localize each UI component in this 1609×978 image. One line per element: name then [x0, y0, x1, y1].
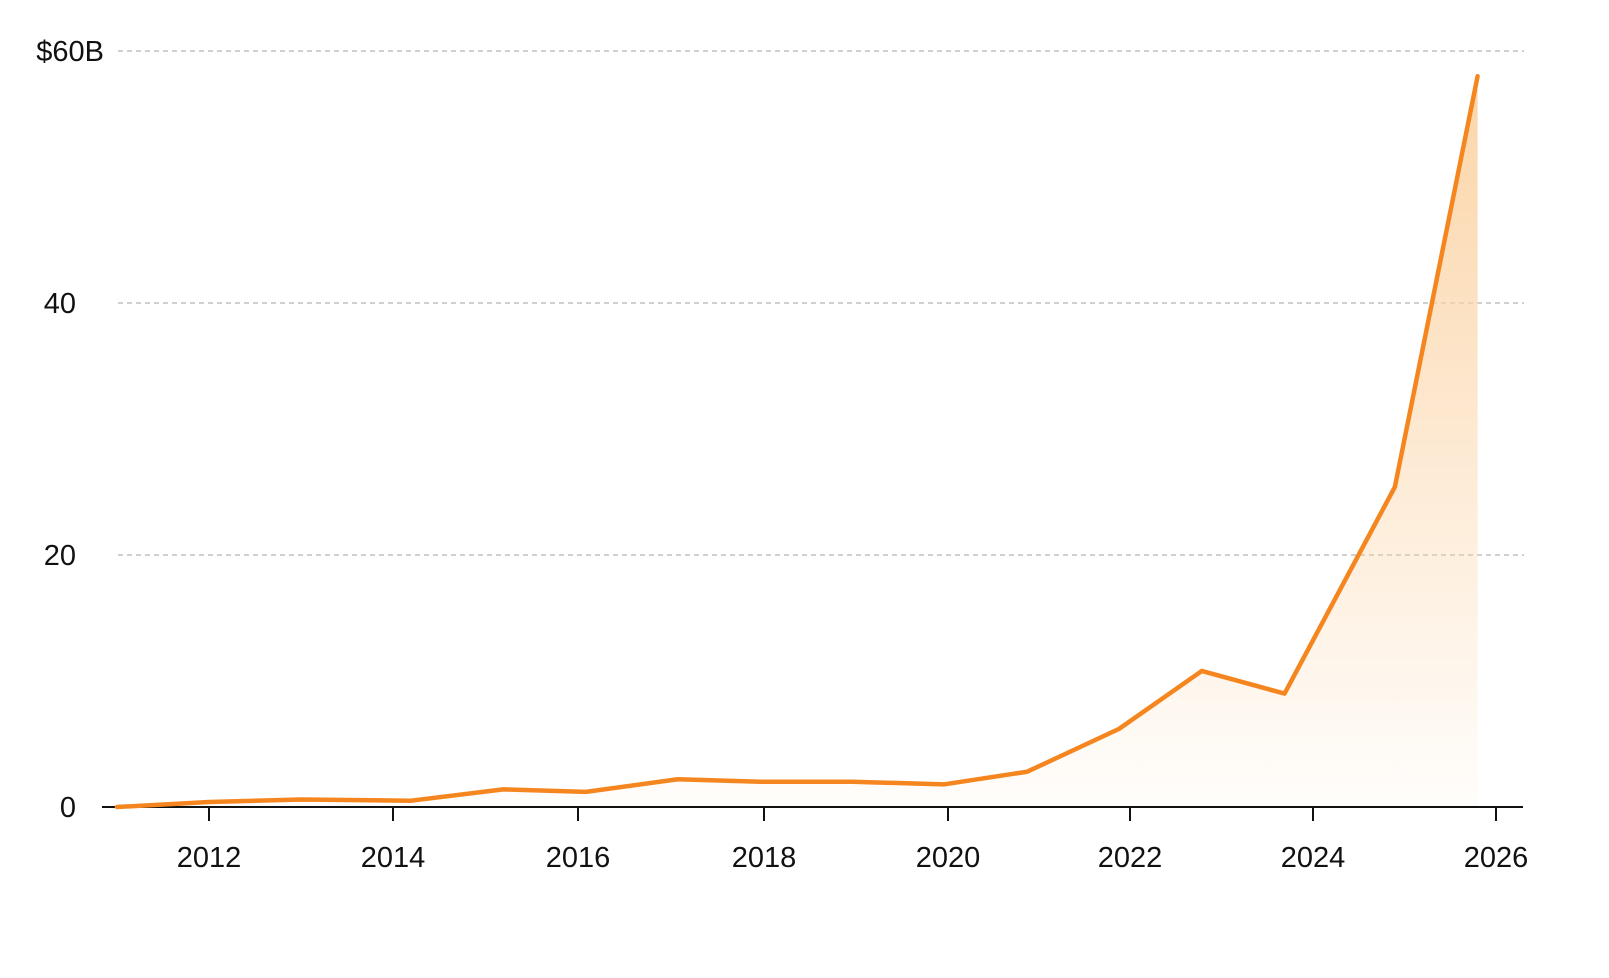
- x-tick-label-2014: 2014: [361, 842, 426, 874]
- y-axis-tick-labels: 0 20 40 $60B: [36, 36, 104, 824]
- y-tick-label-60: $60B: [36, 36, 104, 68]
- gridlines: [118, 50, 1524, 556]
- area-fill-layer: [117, 76, 1478, 807]
- y-tick-label-40: 40: [44, 288, 76, 320]
- x-axis-tick-labels: 2012 2014 2016 2018 2020 2022 2024 2026: [177, 842, 1529, 874]
- x-tick-label-2022: 2022: [1098, 842, 1163, 874]
- series-line: [114, 73, 1480, 810]
- x-tick-label-2016: 2016: [546, 842, 611, 874]
- x-tick-label-2026: 2026: [1464, 842, 1529, 874]
- x-tick-label-2012: 2012: [177, 842, 242, 874]
- y-tick-label-20: 20: [44, 540, 76, 572]
- x-tick-label-2018: 2018: [732, 842, 797, 874]
- x-tick-label-2024: 2024: [1281, 842, 1346, 874]
- series-area-fill: [117, 76, 1478, 807]
- y-tick-label-0: 0: [60, 792, 76, 824]
- series-line-layer: [114, 73, 1480, 810]
- x-axis: [102, 806, 1523, 821]
- x-tick-label-2020: 2020: [916, 842, 981, 874]
